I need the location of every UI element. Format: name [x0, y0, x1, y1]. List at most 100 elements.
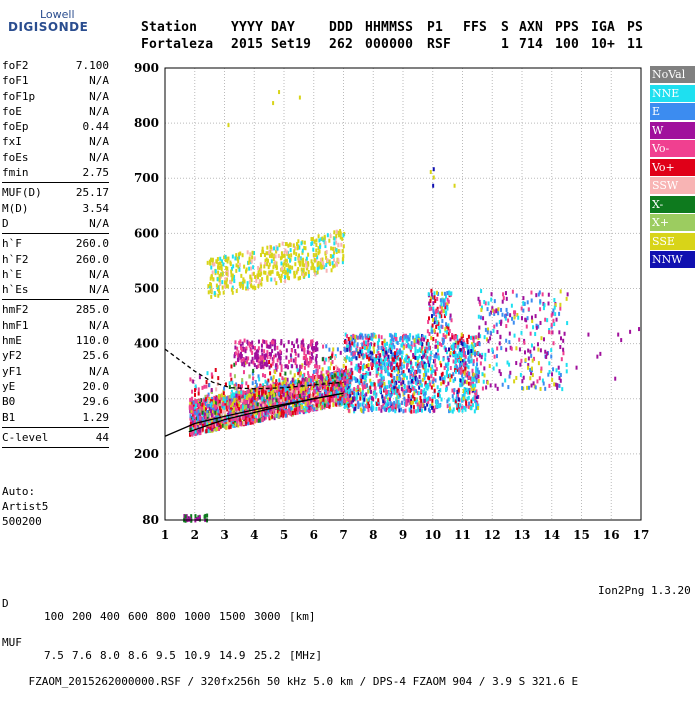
echo-point	[252, 415, 254, 419]
echo-point	[338, 368, 340, 372]
echo-point	[285, 242, 287, 246]
echo-point	[304, 241, 306, 245]
echo-point	[235, 361, 237, 365]
echo-point	[434, 299, 436, 303]
echo-point	[456, 365, 458, 369]
echo-point	[194, 415, 196, 419]
echo-point	[324, 361, 326, 365]
echo-point	[208, 400, 210, 404]
echo-point	[327, 387, 329, 391]
echo-point	[382, 351, 384, 355]
echo-point	[248, 362, 250, 366]
echo-point	[330, 246, 332, 250]
echo-point	[378, 338, 380, 342]
echo-point	[414, 376, 416, 380]
echo-point	[344, 393, 346, 397]
echo-point	[459, 403, 461, 407]
echo-point	[293, 390, 295, 394]
echo-point	[343, 364, 345, 368]
echo-point	[194, 424, 196, 428]
echo-point	[411, 368, 413, 372]
echo-point	[303, 356, 305, 360]
echo-point	[207, 404, 209, 408]
echo-point	[257, 397, 259, 401]
echo-point	[348, 409, 350, 413]
echo-point	[234, 256, 236, 260]
echo-point	[445, 322, 447, 326]
echo-point	[464, 390, 466, 394]
echo-point	[220, 264, 222, 268]
echo-point	[466, 397, 468, 401]
echo-point	[279, 373, 281, 377]
echo-point	[446, 291, 448, 295]
echo-point	[410, 401, 412, 405]
echo-point	[310, 379, 312, 383]
echo-point	[224, 255, 226, 259]
echo-point	[214, 411, 216, 415]
echo-point	[340, 235, 342, 239]
echo-point	[261, 418, 263, 422]
echo-point	[323, 378, 325, 382]
echo-point	[360, 407, 362, 411]
echo-point	[355, 377, 357, 381]
echo-point	[285, 270, 287, 274]
echo-point	[238, 353, 240, 357]
echo-point	[330, 356, 332, 360]
echo-point	[390, 401, 392, 405]
echo-point	[275, 254, 277, 258]
echo-point	[244, 395, 246, 399]
echo-point	[200, 416, 202, 420]
echo-point	[240, 405, 242, 409]
echo-point	[290, 407, 292, 411]
echo-point	[251, 418, 253, 422]
echo-point	[421, 361, 423, 365]
echo-point	[371, 396, 373, 400]
echo-point	[296, 271, 298, 275]
echo-point	[407, 335, 409, 339]
echo-point	[303, 269, 305, 273]
echo-point	[475, 392, 477, 396]
echo-point	[470, 349, 472, 353]
echo-point	[310, 242, 312, 246]
echo-point	[344, 399, 346, 403]
echo-point	[240, 346, 242, 350]
echo-point	[420, 389, 422, 393]
echo-point	[463, 396, 465, 400]
echo-point	[298, 276, 300, 280]
echo-point	[314, 364, 316, 368]
echo-point	[208, 290, 210, 294]
y-tick-label: 80	[142, 513, 159, 527]
echo-point	[329, 259, 331, 263]
echo-point	[328, 358, 330, 362]
y-tick-label: 700	[134, 171, 159, 185]
echo-point	[291, 266, 293, 270]
echo-point	[192, 411, 194, 415]
echo-point	[249, 280, 251, 284]
echo-point	[458, 389, 460, 393]
echo-point	[261, 344, 263, 348]
echo-point	[252, 376, 254, 380]
echo-point	[293, 394, 295, 398]
echo-point	[247, 418, 249, 422]
echo-point	[410, 346, 412, 350]
echo-point	[383, 376, 385, 380]
echo-point	[378, 407, 380, 411]
echo-point	[432, 337, 434, 341]
echo-point	[205, 385, 207, 389]
echo-point	[251, 260, 253, 264]
echo-point	[441, 373, 443, 377]
echo-point	[265, 363, 267, 367]
echo-point	[320, 371, 322, 375]
echo-point	[465, 361, 467, 365]
echo-point	[458, 359, 460, 363]
echo-point	[230, 364, 232, 368]
echo-point	[362, 410, 364, 414]
echo-point	[245, 349, 247, 353]
y-tick-label: 900	[134, 61, 159, 75]
echo-point	[371, 333, 373, 337]
echo-point	[262, 373, 264, 377]
echo-point	[332, 247, 334, 251]
echo-point	[350, 352, 352, 356]
x-tick-label: 15	[573, 528, 590, 542]
echo-point	[207, 284, 209, 288]
